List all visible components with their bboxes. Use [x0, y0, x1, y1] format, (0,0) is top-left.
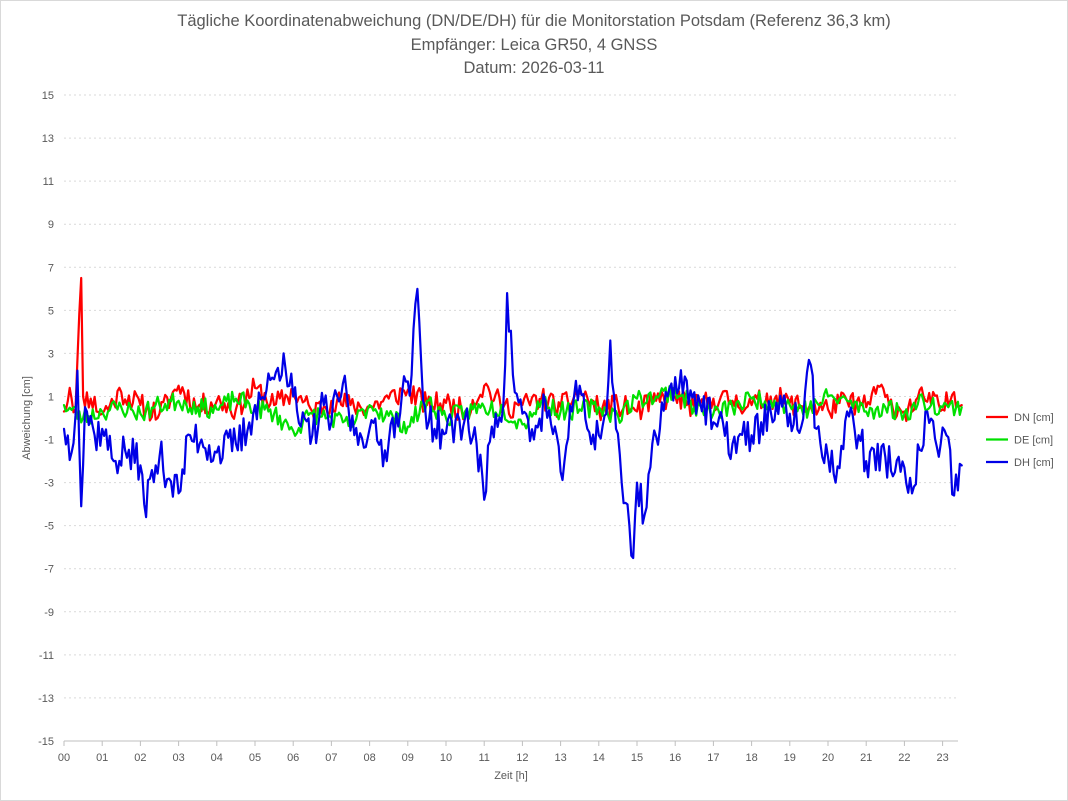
x-tick-label: 02: [134, 752, 146, 764]
chart-subtitle: Empfänger: Leica GR50, 4 GNSS: [410, 36, 658, 54]
x-tick-label: 06: [287, 752, 299, 764]
x-tick-label: 18: [745, 752, 757, 764]
x-tick-label: 23: [936, 752, 948, 764]
x-tick-label: 14: [593, 752, 605, 764]
y-tick-label: 15: [42, 90, 54, 102]
y-tick-label: -1: [44, 435, 54, 447]
y-tick-label: 13: [42, 133, 54, 145]
x-tick-label: 13: [554, 752, 566, 764]
y-tick-label: -15: [38, 736, 54, 748]
y-tick-label: -13: [38, 693, 54, 705]
x-tick-label: 16: [669, 752, 681, 764]
x-axis-label: Zeit [h]: [494, 770, 528, 782]
x-tick-label: 15: [631, 752, 643, 764]
x-tick-label: 07: [325, 752, 337, 764]
y-tick-label: 3: [48, 348, 54, 360]
y-tick-label: -11: [39, 650, 54, 662]
y-tick-label: 11: [43, 176, 54, 188]
x-tick-label: 01: [96, 752, 108, 764]
series-line-de: [62, 385, 963, 437]
series-lines: [62, 276, 963, 560]
x-tick-label: 03: [172, 752, 184, 764]
x-tick-label: 05: [249, 752, 261, 764]
legend-label: DE [cm]: [1014, 435, 1053, 447]
y-tick-label: -3: [44, 478, 54, 490]
x-tick-label: 12: [516, 752, 528, 764]
y-tick-label: 9: [48, 219, 54, 231]
x-tick-label: 10: [440, 752, 452, 764]
chart-title: Tägliche Koordinatenabweichung (DN/DE/DH…: [177, 12, 891, 30]
x-tick-label: 21: [860, 752, 872, 764]
y-tick-label: -7: [44, 564, 54, 576]
y-tick-label: 1: [48, 391, 54, 403]
x-axis-ticks: 00 01 02 03 04 05 06 07 08 09 10 11 12 13 14 15 16 17 18 19…: [58, 741, 949, 764]
y-axis-label: Abweichung [cm]: [21, 376, 33, 460]
x-tick-label: 08: [363, 752, 375, 764]
y-tick-label: -9: [44, 607, 54, 619]
x-tick-label: 09: [402, 752, 414, 764]
legend-label: DN [cm]: [1014, 412, 1054, 424]
x-tick-label: 19: [784, 752, 796, 764]
x-tick-label: 22: [898, 752, 910, 764]
y-axis-ticks: 15 13 11 9 7 5 3 1 -1 -3 -5 -7 -9 -11 -13 -15: [38, 90, 54, 748]
chart-date: Datum: 2026-03-11: [463, 59, 605, 77]
y-tick-label: 7: [48, 262, 54, 274]
y-tick-label: 5: [48, 305, 54, 317]
legend: DN [cm] DE [cm] DH [cm]: [986, 412, 1054, 469]
x-tick-label: 11: [478, 752, 489, 764]
x-tick-label: 17: [707, 752, 719, 764]
y-tick-label: -5: [44, 521, 54, 533]
x-tick-label: 20: [822, 752, 834, 764]
x-tick-label: 04: [211, 752, 223, 764]
legend-label: DH [cm]: [1014, 457, 1054, 469]
x-tick-label: 00: [58, 752, 70, 764]
series-line-dn: [62, 276, 963, 423]
series-line-dh: [62, 287, 963, 560]
